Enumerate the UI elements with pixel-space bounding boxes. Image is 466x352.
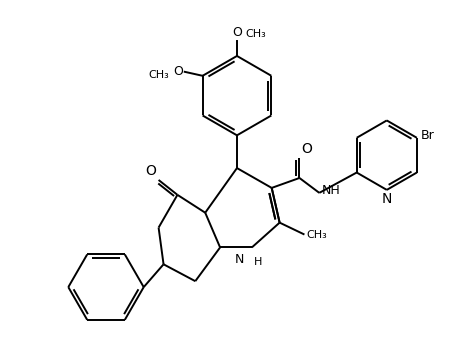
Text: O: O	[232, 26, 242, 39]
Text: Br: Br	[421, 129, 435, 142]
Text: CH₃: CH₃	[307, 230, 327, 239]
Text: CH₃: CH₃	[245, 29, 266, 39]
Text: N: N	[234, 253, 244, 266]
Text: H: H	[254, 257, 262, 268]
Text: O: O	[302, 142, 312, 156]
Text: NH: NH	[321, 184, 340, 197]
Text: N: N	[382, 192, 392, 206]
Text: O: O	[173, 65, 183, 78]
Text: CH₃: CH₃	[148, 70, 169, 80]
Text: O: O	[146, 164, 157, 178]
